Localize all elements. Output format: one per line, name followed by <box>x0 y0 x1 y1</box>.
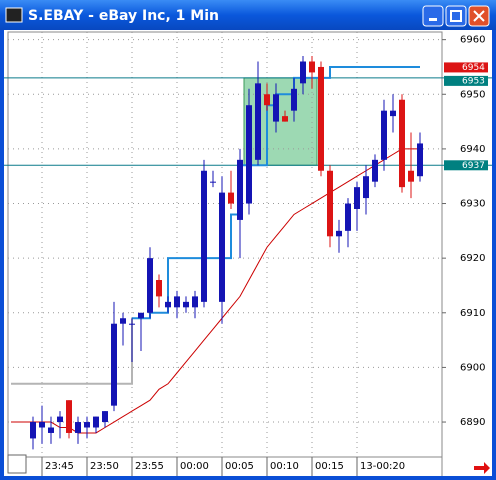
x-tick-label: 00:00 <box>180 461 209 472</box>
close-icon <box>473 10 485 22</box>
x-tick-label: 23:45 <box>45 461 74 472</box>
candle-body <box>192 296 198 308</box>
price-label: 6937 <box>462 161 485 171</box>
candle-body <box>120 318 126 324</box>
step-line <box>11 318 133 385</box>
y-tick-label: 6910 <box>460 308 485 319</box>
corner-box <box>7 454 27 474</box>
candle-body <box>39 422 45 428</box>
highlight-box <box>243 77 318 166</box>
y-tick-label: 6950 <box>460 89 485 100</box>
x-tick-label: 00:05 <box>225 461 254 472</box>
y-tick-label: 6930 <box>460 199 485 210</box>
x-tick-label: 00:15 <box>315 461 344 472</box>
candle-body <box>210 181 216 183</box>
candle-body <box>129 323 135 325</box>
candle-body <box>93 416 99 428</box>
candle-body <box>30 422 36 439</box>
price-label: 6953 <box>462 76 485 86</box>
candle-body <box>165 301 171 308</box>
candle-body <box>102 411 108 423</box>
price-label-box <box>444 75 488 86</box>
y-tick-label: 6940 <box>460 144 485 155</box>
candle-body <box>381 110 387 160</box>
candle-body <box>48 427 54 433</box>
candle-body <box>282 116 288 122</box>
y-tick-label: 6960 <box>460 35 485 46</box>
candle-body <box>345 203 351 231</box>
candle-body <box>363 176 369 199</box>
candle-body <box>255 83 261 160</box>
moving-average <box>11 148 420 434</box>
window-icon <box>5 7 23 23</box>
candle-body <box>354 187 360 209</box>
candle-body <box>183 301 189 308</box>
price-label: 6954 <box>462 63 485 73</box>
maximize-icon <box>450 10 462 22</box>
candle-body <box>66 400 72 433</box>
candle-body <box>309 61 315 73</box>
candle-body <box>57 416 63 423</box>
maximize-button[interactable] <box>445 5 467 27</box>
x-tick-label: 23:55 <box>135 461 164 472</box>
candle-body <box>273 94 279 122</box>
candle-body <box>219 192 225 302</box>
candle-body <box>417 143 423 177</box>
candle-body <box>75 422 81 433</box>
candle-body <box>111 323 117 406</box>
price-label-box <box>444 160 488 171</box>
candle-body <box>201 170 207 302</box>
plot: 6890 6900 6910 6920 6930 6940 6950 6960 23:45 23:… <box>4 32 492 476</box>
window-title: S.EBAY - eBay Inc, 1 Min <box>28 8 219 24</box>
candle-body <box>318 66 324 171</box>
candle-body <box>327 170 333 237</box>
candle-body <box>336 230 342 237</box>
x-tick-label: 13-00:20 <box>360 461 405 472</box>
x-tick-label: 00:10 <box>270 461 299 472</box>
candle-body <box>264 94 270 106</box>
candle-body <box>399 99 405 188</box>
candle-body <box>138 312 144 319</box>
candle-body <box>372 159 378 182</box>
candle-body <box>291 88 297 111</box>
candle-body <box>228 192 234 204</box>
y-tick-label: 6900 <box>460 362 485 373</box>
minimize-button[interactable] <box>422 5 444 27</box>
y-tick-label: 6920 <box>460 253 485 264</box>
candle-body <box>84 422 90 428</box>
candle-body <box>246 105 252 204</box>
candle-body <box>156 280 162 297</box>
candle-body <box>390 110 396 117</box>
candle-body <box>237 159 243 220</box>
price-label-box <box>444 62 488 73</box>
candle-body <box>408 170 414 182</box>
candle-body <box>174 296 180 308</box>
title-bar <box>0 0 496 30</box>
scroll-arrow[interactable] <box>474 462 490 474</box>
candle-body <box>147 258 153 313</box>
x-tick-label: 23:50 <box>90 461 119 472</box>
candle-body <box>300 61 306 84</box>
minimize-icon <box>429 18 437 21</box>
y-tick-label: 6890 <box>460 417 485 428</box>
